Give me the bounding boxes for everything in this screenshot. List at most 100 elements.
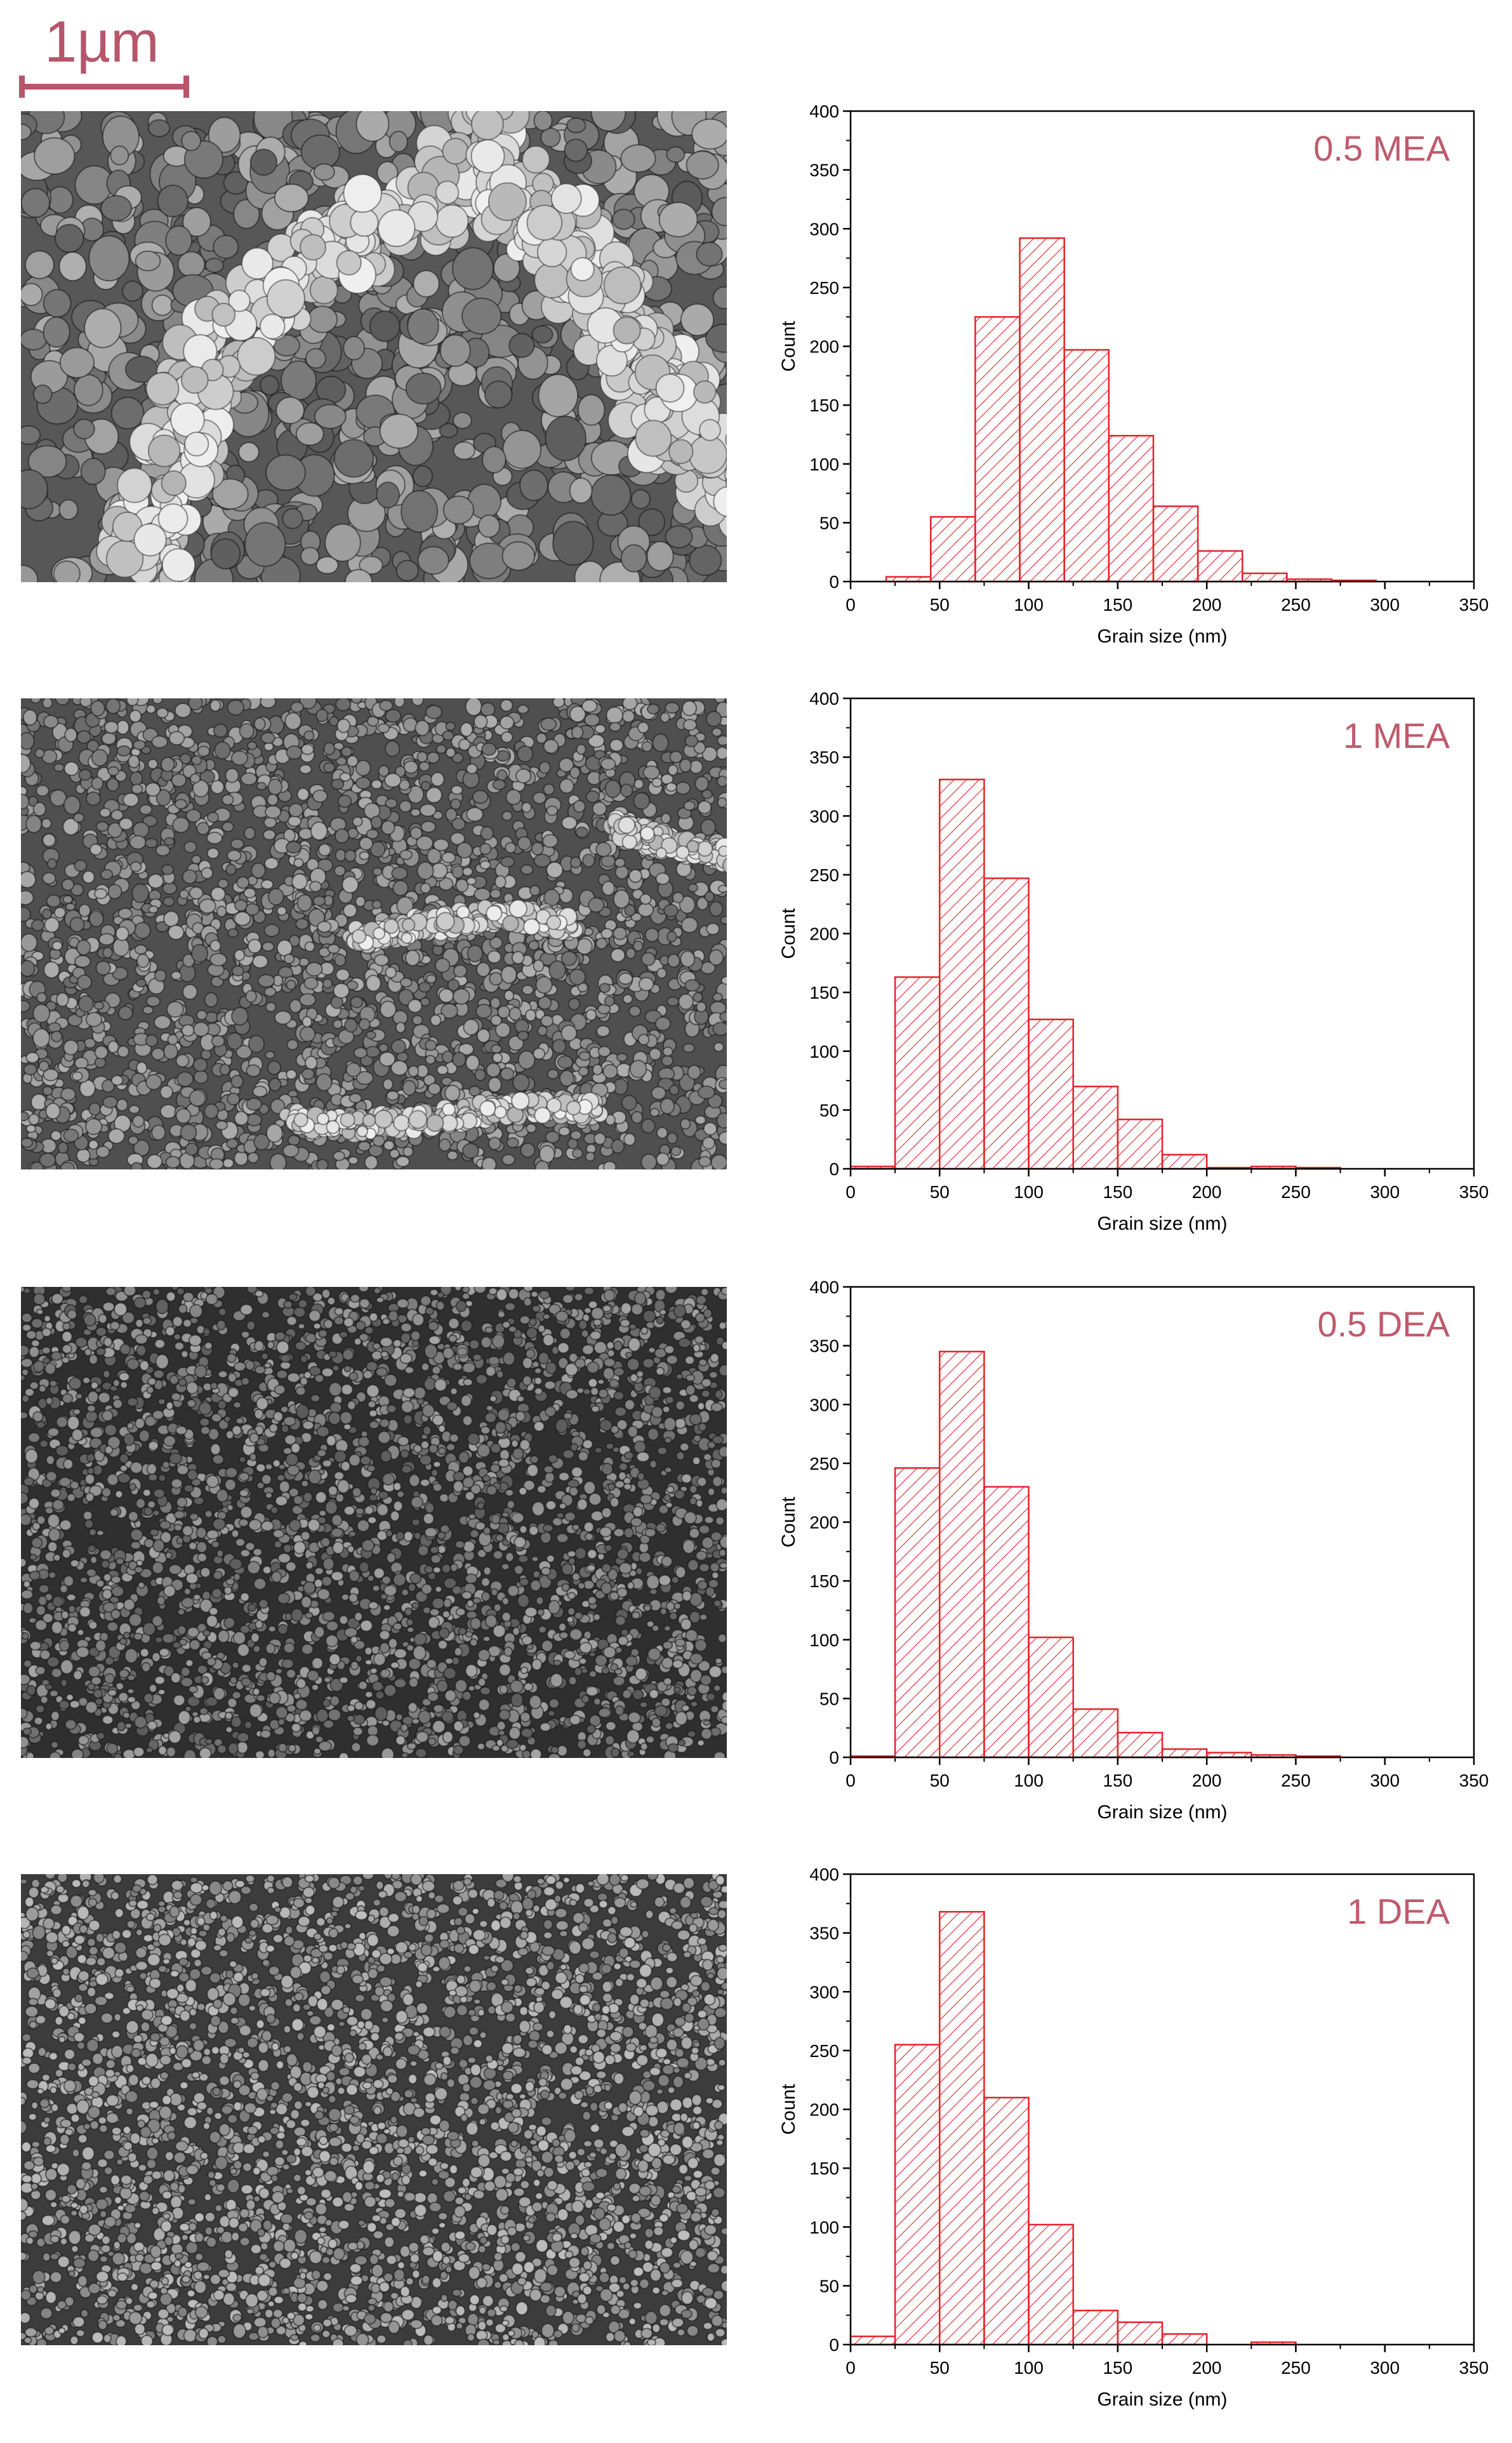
y-axis-title: Count <box>778 908 799 959</box>
histogram-bar <box>1072 2310 1119 2346</box>
histogram-bar <box>983 877 1030 1170</box>
histogram-bar <box>974 316 1021 583</box>
y-tick-label: 50 <box>819 2276 839 2296</box>
histogram-bar <box>1019 237 1065 583</box>
x-tick-label: 0 <box>846 1182 856 1202</box>
histogram-bar <box>1161 1154 1208 1170</box>
histogram-bar <box>1161 1748 1208 1759</box>
y-tick-label: 150 <box>809 2159 839 2178</box>
histogram-bar <box>1161 2333 1208 2346</box>
y-axis-title: Count <box>778 1496 799 1548</box>
x-tick-label: 0 <box>846 1771 856 1790</box>
y-tick-label: 300 <box>809 1982 839 2002</box>
x-tick-label: 100 <box>1014 595 1044 615</box>
histogram-1-mea: 0 50 100 150 200 250 300 350 0 50 100 150 200 250 300 3… <box>762 682 1512 1254</box>
histogram-bar <box>939 1350 985 1759</box>
sem-image-1-mea <box>21 698 727 1169</box>
x-axis-title: Grain size (nm) <box>1097 1802 1227 1823</box>
histogram-bar <box>1072 1086 1119 1170</box>
y-tick-label: 300 <box>809 219 839 239</box>
x-tick-label: 200 <box>1192 1182 1222 1202</box>
histogram-bar <box>1028 1018 1074 1170</box>
x-tick-label: 300 <box>1370 1182 1400 1202</box>
y-tick-label: 0 <box>829 1159 839 1179</box>
x-tick-label: 150 <box>1103 595 1132 615</box>
x-tick-label: 50 <box>930 1771 950 1790</box>
y-tick-label: 150 <box>809 983 839 1002</box>
histogram-bar <box>983 2096 1030 2346</box>
x-tick-label: 50 <box>930 2358 950 2378</box>
y-tick-label: 300 <box>809 806 839 826</box>
sample-label: 1 MEA <box>1343 716 1450 756</box>
y-tick-label: 400 <box>809 1277 839 1297</box>
x-tick-label: 150 <box>1103 1182 1132 1202</box>
y-tick-label: 50 <box>819 1100 839 1120</box>
y-tick-label: 250 <box>809 865 839 885</box>
y-tick-label: 100 <box>809 2218 839 2237</box>
histogram-bar <box>1117 1118 1164 1170</box>
histogram-bar <box>894 1467 941 1759</box>
histogram-bar <box>1117 2321 1164 2346</box>
histogram-bar <box>939 1911 985 2346</box>
histogram-bar <box>930 516 976 583</box>
x-tick-label: 50 <box>930 595 950 615</box>
x-axis-title: Grain size (nm) <box>1097 626 1227 647</box>
histogram-svg: 0 50 100 150 200 250 300 350 0 50 100 150 200 250 300 3… <box>778 1277 1489 1823</box>
x-tick-label: 350 <box>1459 1771 1489 1790</box>
histogram-bar <box>1117 1731 1164 1759</box>
histogram-bar <box>1242 572 1288 583</box>
histogram-bar <box>983 1486 1030 1759</box>
x-tick-label: 250 <box>1281 595 1311 615</box>
histogram-svg: 0 50 100 150 200 250 300 350 0 50 100 150 200 250 300 3… <box>778 1865 1489 2410</box>
sem-image-0.5-dea <box>21 1287 727 1758</box>
x-tick-label: 50 <box>930 1182 950 1202</box>
sample-label: 0.5 MEA <box>1313 128 1450 168</box>
x-tick-label: 250 <box>1281 1182 1311 1202</box>
histogram-bar <box>1028 2223 1074 2346</box>
histogram-bar <box>1072 1708 1119 1759</box>
y-tick-label: 400 <box>809 1865 839 1884</box>
histogram-bar <box>1028 1636 1074 1759</box>
sem-image-0.5-mea <box>21 111 727 582</box>
x-tick-label: 100 <box>1014 1182 1044 1202</box>
histogram-svg: 0 50 100 150 200 250 300 350 0 50 100 150 200 250 300 3… <box>778 689 1489 1234</box>
y-tick-label: 150 <box>809 396 839 415</box>
y-tick-label: 250 <box>809 2041 839 2061</box>
x-tick-label: 300 <box>1370 595 1400 615</box>
x-axis-title: Grain size (nm) <box>1097 1213 1227 1234</box>
x-tick-label: 250 <box>1281 2358 1311 2378</box>
y-tick-label: 200 <box>809 2100 839 2120</box>
x-tick-label: 300 <box>1370 2358 1400 2378</box>
histogram-bar <box>939 778 985 1170</box>
x-tick-label: 200 <box>1192 595 1222 615</box>
x-tick-label: 250 <box>1281 1771 1311 1790</box>
sem-image-1-dea <box>21 1874 727 2345</box>
histogram-0.5-mea: 0 50 100 150 200 250 300 350 0 50 100 150 200 250 300 3… <box>762 95 1512 667</box>
histogram-bar <box>894 976 941 1170</box>
x-tick-label: 150 <box>1103 2358 1132 2378</box>
sample-label: 0.5 DEA <box>1317 1304 1450 1344</box>
y-tick-label: 250 <box>809 278 839 298</box>
x-tick-label: 0 <box>846 595 856 615</box>
x-tick-label: 350 <box>1459 595 1489 615</box>
y-tick-label: 350 <box>809 1336 839 1356</box>
sample-label: 1 DEA <box>1347 1891 1450 1931</box>
y-tick-label: 250 <box>809 1454 839 1474</box>
y-axis-title: Count <box>778 2084 799 2135</box>
scale-bar-line <box>19 76 189 98</box>
y-tick-label: 0 <box>829 2335 839 2355</box>
scale-bar: 1µm <box>19 13 196 102</box>
y-tick-label: 0 <box>829 572 839 592</box>
histogram-bar <box>1063 349 1110 583</box>
histogram-svg: 0 50 100 150 200 250 300 350 0 50 100 150 200 250 300 3… <box>778 102 1489 647</box>
histogram-bar <box>1108 435 1155 583</box>
scale-bar-label: 1µm <box>44 10 159 74</box>
x-tick-label: 350 <box>1459 1182 1489 1202</box>
histogram-bar <box>894 2044 941 2346</box>
x-axis-title: Grain size (nm) <box>1097 2389 1227 2410</box>
histogram-bar <box>1152 505 1199 583</box>
x-tick-label: 300 <box>1370 1771 1400 1790</box>
y-tick-label: 400 <box>809 102 839 121</box>
y-tick-label: 200 <box>809 924 839 944</box>
x-tick-label: 100 <box>1014 2358 1044 2378</box>
